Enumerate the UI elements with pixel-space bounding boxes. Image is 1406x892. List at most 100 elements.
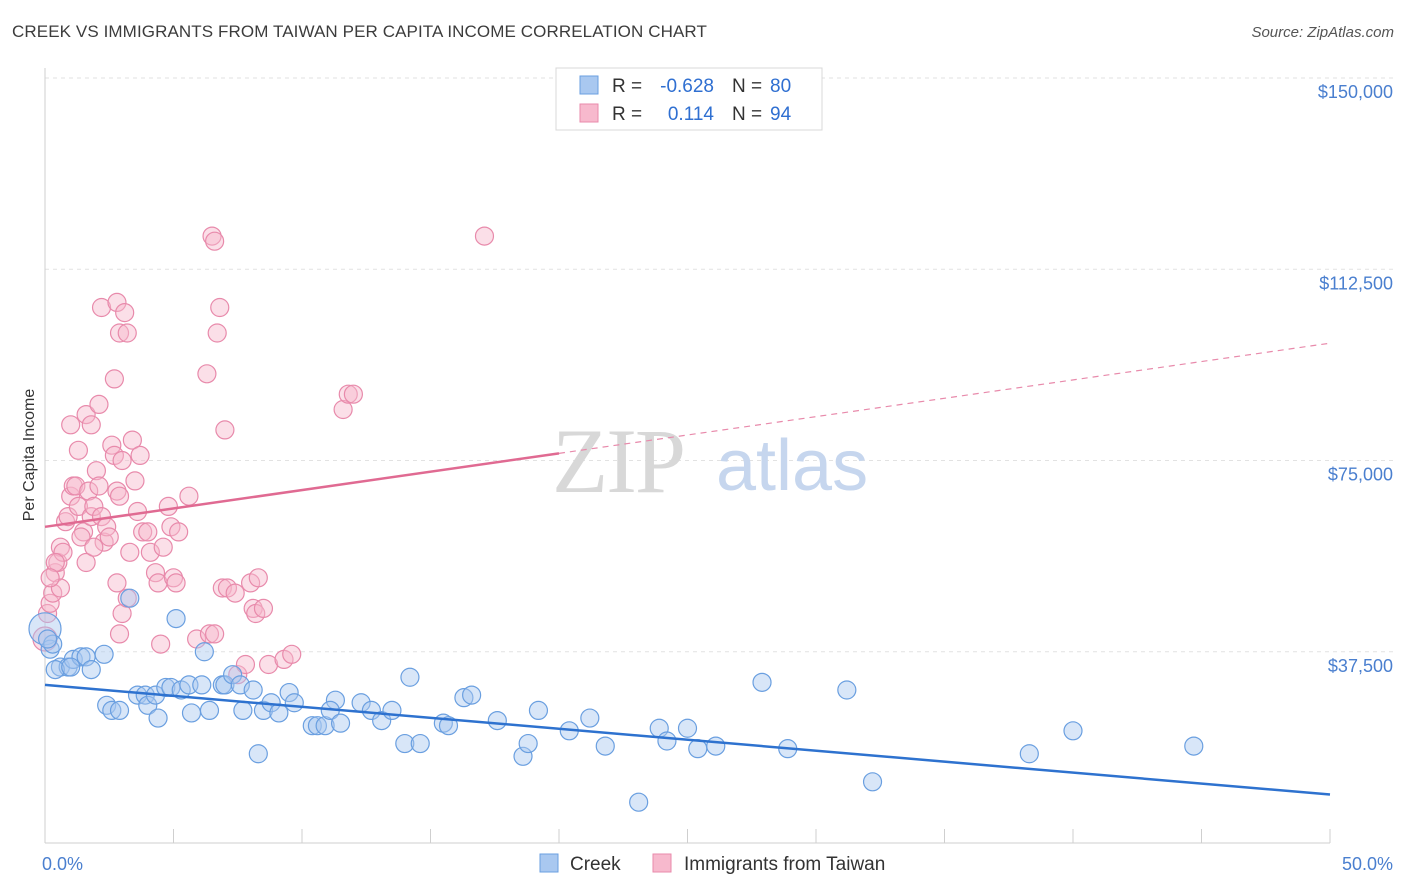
taiwan-point-35 bbox=[104, 369, 124, 389]
taiwan-point-79 bbox=[205, 231, 225, 251]
creek-point-13 bbox=[194, 642, 214, 662]
creek-point-63 bbox=[580, 708, 600, 728]
creek-point-68 bbox=[677, 718, 698, 738]
taiwan-point-6 bbox=[50, 537, 71, 557]
creek-point-77 bbox=[1184, 736, 1204, 756]
taiwan-point-56 bbox=[112, 603, 132, 624]
creek-point-30 bbox=[215, 675, 235, 695]
taiwan-point-16 bbox=[79, 481, 99, 501]
trend-lines bbox=[44, 342, 1331, 796]
taiwan-point-42 bbox=[125, 471, 145, 491]
creek-point-28 bbox=[199, 700, 220, 721]
legend-r-value-taiwan: 0.114 bbox=[668, 104, 715, 125]
taiwan-point-43 bbox=[130, 445, 150, 465]
taiwan-point-62 bbox=[199, 624, 220, 644]
creek-point-32 bbox=[230, 675, 250, 695]
chart-title: CREEK VS IMMIGRANTS FROM TAIWAN PER CAPI… bbox=[12, 22, 707, 41]
creek-point-50 bbox=[382, 700, 402, 721]
taiwan-point-12 bbox=[66, 476, 86, 496]
taiwan-point-34 bbox=[89, 394, 109, 414]
creek-point-19 bbox=[138, 695, 158, 715]
bottom-legend-creek: Creek bbox=[570, 854, 621, 875]
series-immigrants-from-taiwan bbox=[32, 226, 495, 685]
x-tick-label-1: 50.0% bbox=[1342, 854, 1393, 874]
taiwan-point-88 bbox=[50, 578, 71, 598]
taiwan-point-90 bbox=[84, 537, 104, 557]
taiwan-trend-line-dashed bbox=[558, 342, 1331, 454]
axes bbox=[44, 68, 1331, 844]
tick-labels: $37,500 $75,000 $112,500 $150,000 0.0% 50.0% bbox=[42, 82, 1393, 874]
taiwan-point-41 bbox=[122, 430, 142, 450]
creek-point-70 bbox=[706, 736, 726, 756]
taiwan-point-92 bbox=[138, 522, 158, 542]
creek-point-14 bbox=[97, 695, 117, 715]
taiwan-point-28 bbox=[109, 486, 130, 506]
legend-n-value-taiwan: 94 bbox=[770, 104, 792, 125]
taiwan-point-22 bbox=[94, 532, 114, 552]
legend-r-label-creek: R = bbox=[612, 76, 642, 97]
legend-r-value-creek: -0.628 bbox=[660, 76, 714, 97]
taiwan-point-81 bbox=[210, 297, 230, 318]
creek-point-79 bbox=[37, 629, 58, 649]
bottom-legend-taiwan: Immigrants from Taiwan bbox=[684, 854, 885, 875]
creek-point-55 bbox=[438, 716, 459, 736]
series-legend: Creek Immigrants from Taiwan bbox=[539, 853, 885, 875]
creek-point-7 bbox=[81, 659, 101, 680]
creek-point-33 bbox=[233, 700, 253, 721]
taiwan-point-77 bbox=[197, 364, 217, 384]
creek-point-65 bbox=[629, 792, 649, 812]
taiwan-point-36 bbox=[91, 297, 112, 318]
taiwan-point-83 bbox=[333, 399, 353, 420]
taiwan-point-38 bbox=[109, 323, 130, 343]
taiwan-point-27 bbox=[107, 481, 127, 501]
taiwan-point-72 bbox=[248, 568, 268, 588]
taiwan-point-85 bbox=[343, 384, 363, 404]
creek-point-53 bbox=[410, 733, 430, 754]
creek-point-57 bbox=[462, 685, 482, 705]
bottom-legend-swatch-taiwan bbox=[652, 853, 672, 873]
creek-point-16 bbox=[109, 700, 130, 721]
creek-point-74 bbox=[862, 772, 883, 792]
taiwan-point-18 bbox=[84, 496, 104, 516]
taiwan-point-20 bbox=[89, 476, 109, 496]
legend-r-label-taiwan: R = bbox=[612, 104, 642, 125]
y-tick-label-2: $112,500 bbox=[1319, 273, 1393, 293]
creek-point-76 bbox=[1063, 721, 1083, 741]
creek-point-71 bbox=[752, 672, 772, 692]
creek-point-67 bbox=[657, 731, 677, 751]
creek-point-59 bbox=[513, 746, 533, 766]
y-tick-label-0: $37,500 bbox=[1328, 656, 1393, 676]
creek-point-64 bbox=[595, 736, 615, 756]
series-creek bbox=[28, 588, 1204, 812]
x-tick-label-0: 0.0% bbox=[42, 854, 83, 874]
creek-point-38 bbox=[269, 703, 289, 723]
creek-point-61 bbox=[528, 700, 549, 721]
creek-point-52 bbox=[395, 733, 415, 754]
creek-point-42 bbox=[307, 716, 328, 736]
creek-point-8 bbox=[94, 644, 114, 664]
taiwan-point-74 bbox=[258, 654, 279, 675]
creek-point-49 bbox=[372, 710, 392, 731]
taiwan-point-44 bbox=[120, 542, 140, 562]
legend-n-label-creek: N = bbox=[732, 76, 762, 97]
creek-trend-line bbox=[44, 683, 1331, 796]
creek-point-35 bbox=[248, 744, 268, 764]
taiwan-point-53 bbox=[166, 573, 186, 593]
taiwan-point-15 bbox=[76, 552, 96, 573]
taiwan-point-7 bbox=[53, 542, 73, 562]
taiwan-point-50 bbox=[158, 496, 178, 516]
creek-point-40 bbox=[284, 693, 304, 713]
taiwan-point-82 bbox=[215, 420, 235, 440]
taiwan-point-86 bbox=[474, 226, 495, 246]
taiwan-point-68 bbox=[235, 654, 256, 675]
taiwan-point-30 bbox=[61, 415, 81, 435]
taiwan-point-19 bbox=[86, 461, 107, 481]
creek-point-11 bbox=[120, 588, 140, 608]
taiwan-point-14 bbox=[73, 522, 94, 542]
gridlines bbox=[45, 77, 1394, 653]
taiwan-point-60 bbox=[151, 634, 171, 654]
creek-point-34 bbox=[243, 680, 263, 700]
taiwan-point-52 bbox=[163, 568, 184, 588]
y-tick-label-1: $75,000 bbox=[1328, 465, 1393, 485]
correlation-legend: R = -0.628 N = 80 R = 0.114 N = 94 bbox=[555, 67, 823, 131]
